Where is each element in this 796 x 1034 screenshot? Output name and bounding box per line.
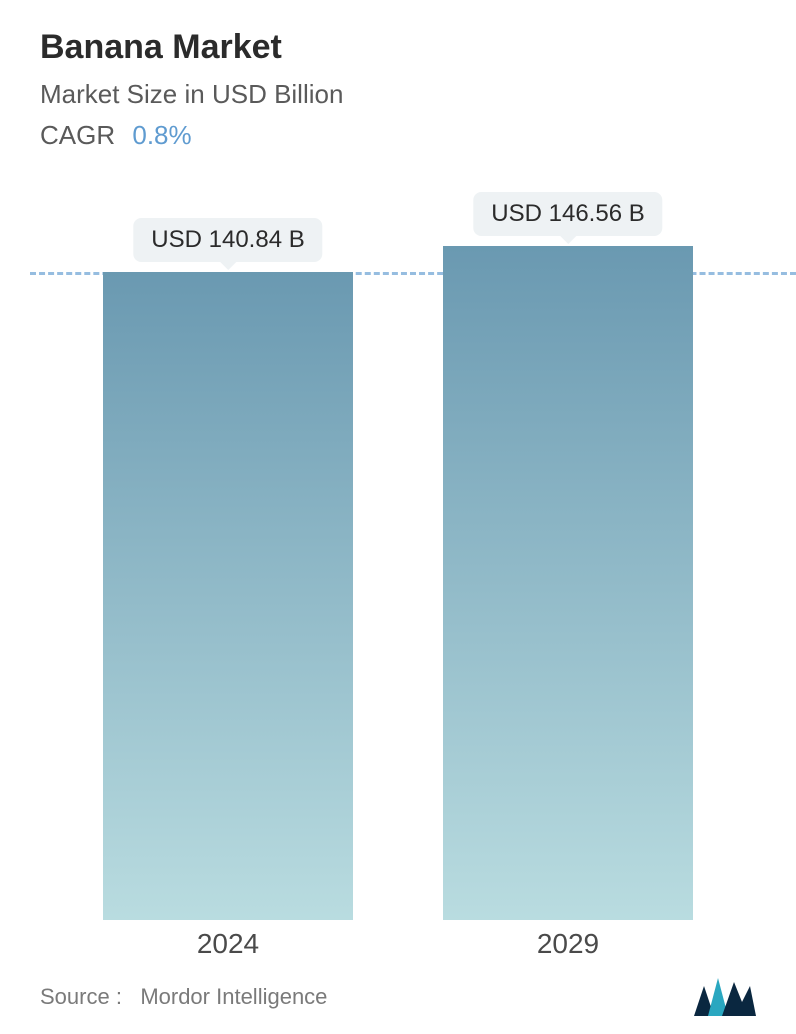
chart-subtitle: Market Size in USD Billion	[40, 79, 756, 110]
bar	[103, 272, 353, 920]
x-label: 2029	[443, 928, 693, 960]
cagr-row: CAGR 0.8%	[40, 120, 756, 151]
chart-header: Banana Market Market Size in USD Billion…	[0, 0, 796, 151]
chart-title: Banana Market	[40, 28, 756, 67]
value-badge: USD 140.84 B	[133, 218, 322, 262]
cagr-value: 0.8%	[132, 120, 191, 150]
x-label: 2024	[103, 928, 353, 960]
bar-wrap-0: USD 140.84 B	[103, 230, 353, 920]
source-name: Mordor Intelligence	[140, 984, 327, 1009]
chart-footer: Source : Mordor Intelligence	[40, 978, 756, 1016]
cagr-label: CAGR	[40, 120, 115, 150]
chart-area: USD 140.84 B USD 146.56 B	[0, 230, 796, 920]
brand-logo-icon	[694, 978, 756, 1016]
bar-wrap-1: USD 146.56 B	[443, 230, 693, 920]
x-axis-labels: 2024 2029	[0, 928, 796, 960]
bar	[443, 246, 693, 920]
bars-container: USD 140.84 B USD 146.56 B	[0, 230, 796, 920]
source-label: Source :	[40, 984, 122, 1009]
value-badge: USD 146.56 B	[473, 192, 662, 236]
source-text: Source : Mordor Intelligence	[40, 984, 327, 1010]
